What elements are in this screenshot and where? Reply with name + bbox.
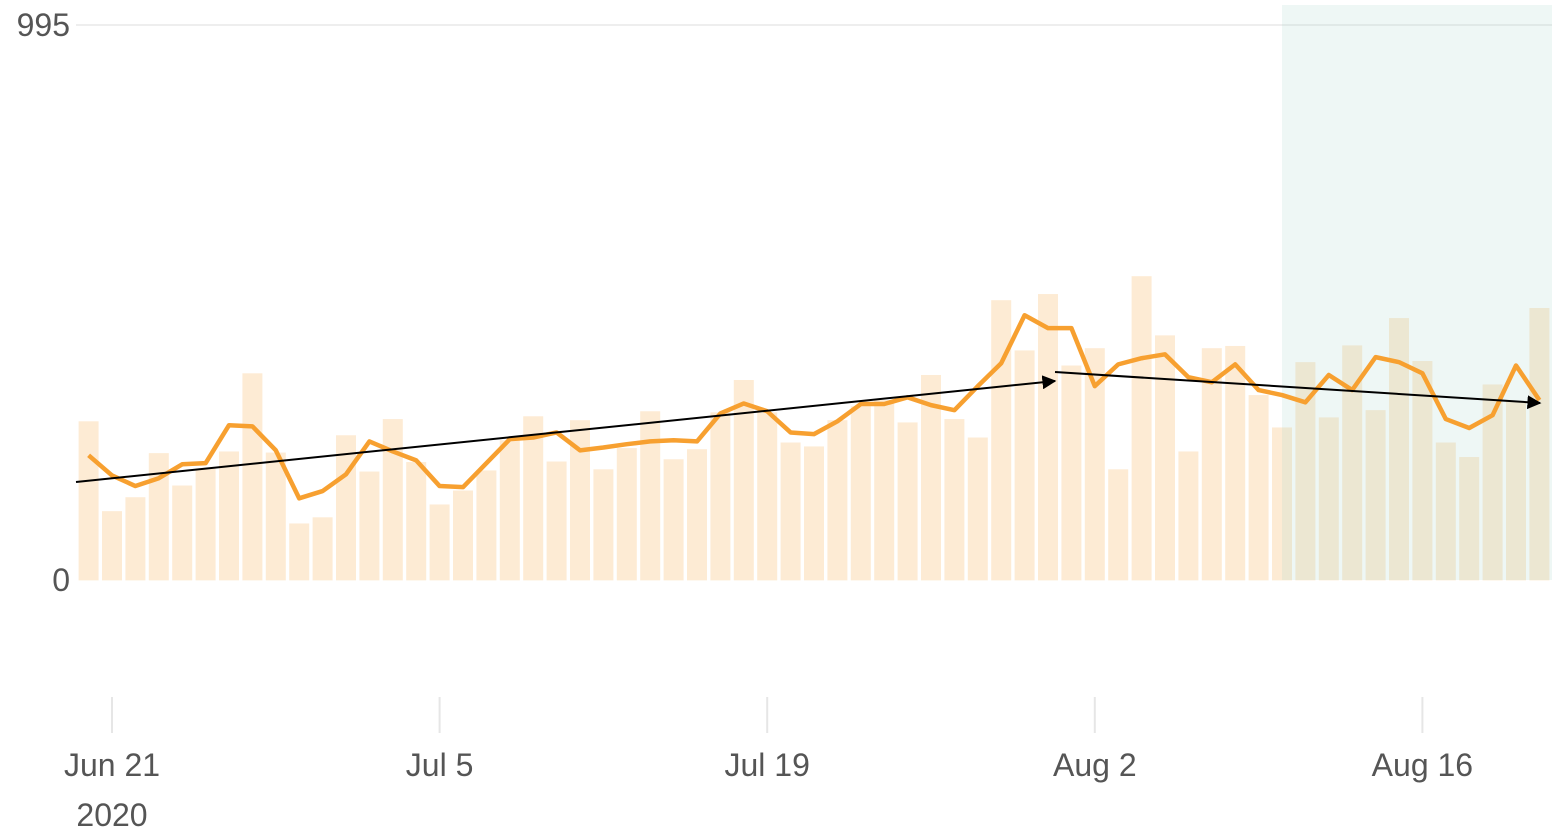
bar	[967, 437, 988, 581]
bar	[1506, 401, 1526, 581]
bar	[663, 459, 684, 581]
bar	[1412, 361, 1433, 581]
x-tick-label: Jul 5	[405, 747, 474, 783]
trend-arrow	[75, 375, 1057, 483]
bar	[499, 440, 520, 581]
bar	[1155, 335, 1175, 581]
bar	[265, 452, 286, 581]
bar	[242, 373, 263, 581]
lines	[87, 313, 1542, 501]
bar	[874, 400, 895, 581]
bar	[687, 449, 707, 581]
bar	[593, 469, 614, 581]
bar	[102, 511, 122, 581]
bars	[78, 276, 1550, 581]
bar	[546, 461, 567, 581]
bar	[991, 300, 1012, 581]
bar	[219, 451, 239, 581]
bar	[757, 412, 778, 581]
x-tick-label: Aug 2	[1052, 747, 1137, 783]
bar	[1482, 384, 1503, 581]
bar	[944, 419, 965, 581]
bar	[1529, 308, 1550, 581]
bar	[1108, 469, 1129, 581]
bar	[733, 380, 754, 581]
bar	[616, 448, 637, 581]
bar	[570, 420, 590, 581]
bar	[453, 490, 473, 581]
grid	[76, 24, 1552, 733]
bar	[336, 435, 356, 581]
bar	[1201, 348, 1222, 581]
bar	[1459, 457, 1480, 581]
bar	[1014, 350, 1035, 581]
bar	[1061, 365, 1082, 581]
bar	[1225, 345, 1246, 581]
bar	[1038, 294, 1058, 581]
bar	[312, 517, 333, 581]
bar	[359, 471, 380, 581]
bar	[289, 523, 310, 581]
bar	[897, 422, 918, 581]
bar	[1248, 395, 1269, 581]
bar	[523, 416, 544, 581]
y-tick-label: 0	[52, 562, 70, 599]
bar	[172, 485, 193, 581]
bar	[148, 453, 169, 581]
bar	[429, 504, 450, 581]
bar	[78, 421, 99, 581]
bar	[1389, 318, 1409, 581]
bar	[406, 462, 427, 581]
bar	[640, 411, 661, 581]
bar	[1084, 348, 1105, 581]
y-tick-label: 995	[16, 7, 70, 44]
bar	[921, 374, 941, 581]
bar	[382, 419, 403, 581]
x-tick-label: Jun 21 2020	[63, 747, 161, 832]
bar	[1295, 362, 1316, 581]
bar	[710, 412, 731, 581]
bar	[780, 442, 801, 581]
bar	[827, 420, 848, 581]
bar	[195, 468, 216, 581]
bar	[1365, 410, 1386, 581]
line	[87, 313, 1542, 501]
bar	[1318, 417, 1339, 581]
shaded-region	[1282, 5, 1552, 580]
bar	[1272, 427, 1292, 581]
trend-arrow	[1054, 371, 1542, 410]
bar	[1342, 345, 1363, 581]
x-tick-label: Aug 16	[1371, 747, 1474, 783]
bar	[1178, 451, 1199, 581]
bar	[125, 497, 146, 581]
bar	[1131, 276, 1152, 581]
x-tick-label: Jul 19	[724, 747, 810, 783]
bar	[850, 406, 871, 581]
bar	[476, 470, 497, 581]
bar	[804, 446, 824, 581]
bar	[1435, 442, 1456, 581]
